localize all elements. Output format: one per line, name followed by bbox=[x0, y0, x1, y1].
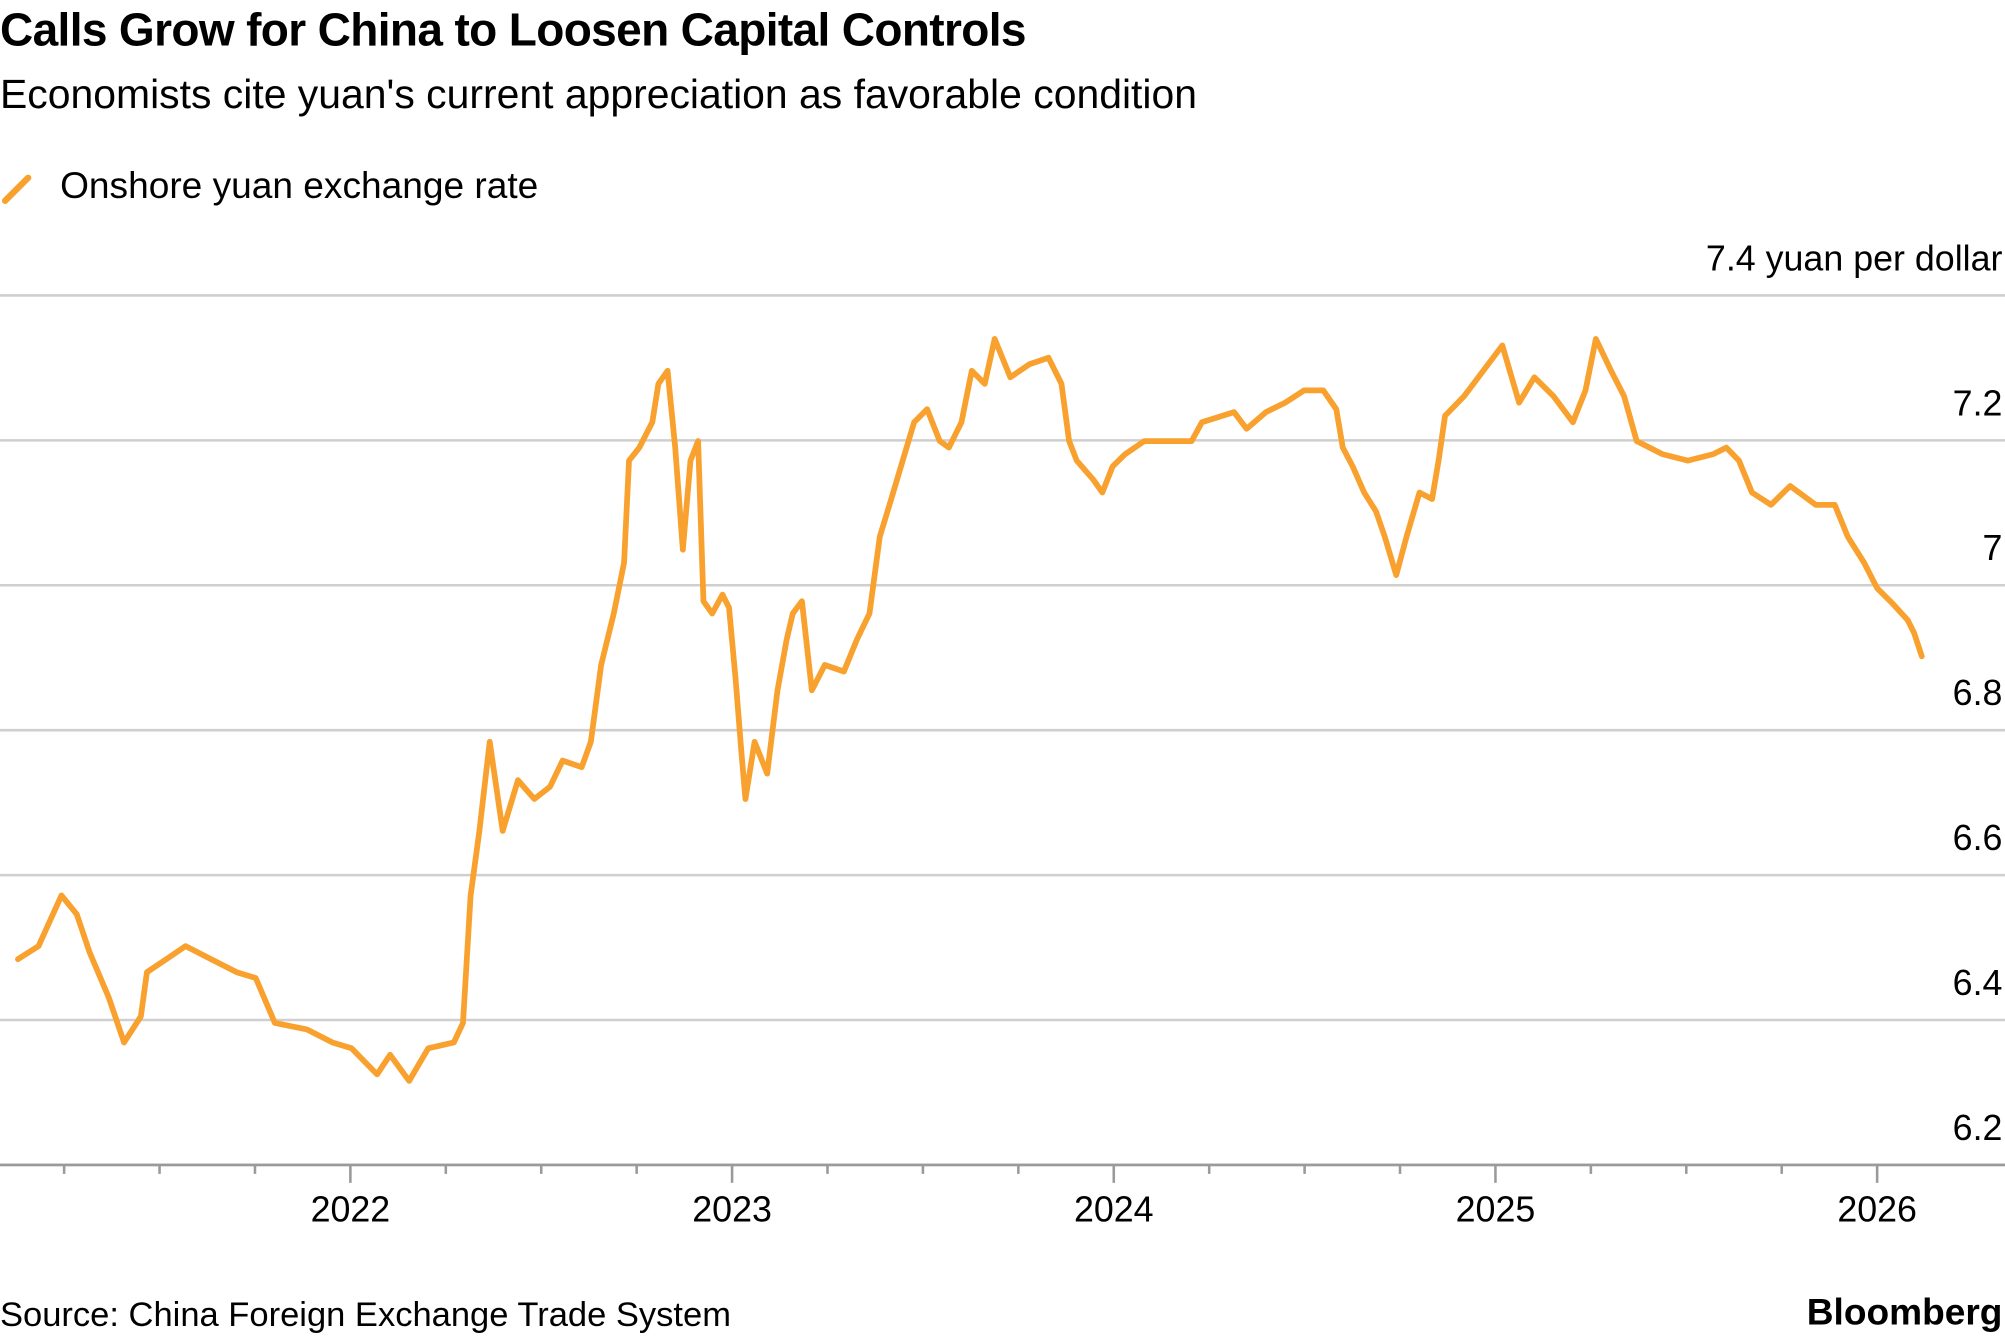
y-tick-label: 6.6 bbox=[1953, 818, 2003, 858]
y-tick-label: 6.8 bbox=[1953, 673, 2003, 713]
legend-label: Onshore yuan exchange rate bbox=[60, 164, 538, 206]
x-axis: 2022 2023 2024 2025 2026 bbox=[0, 1163, 2005, 1230]
y-tick-label: 7 bbox=[1983, 528, 2003, 568]
legend: Onshore yuan exchange rate bbox=[1, 164, 538, 206]
y-tick-label: 7.2 bbox=[1953, 383, 2003, 423]
x-tick-label: 2024 bbox=[1074, 1190, 1154, 1230]
y-tick-label: 6.2 bbox=[1953, 1108, 2003, 1148]
x-tick-label: 2025 bbox=[1456, 1190, 1536, 1230]
plot-area bbox=[15, 336, 1925, 1084]
series-line bbox=[15, 336, 1925, 1084]
grid: 6.2 6.4 6.6 6.8 7 7.2 7.4 yuan per dollar bbox=[0, 238, 2005, 1167]
x-tick-label: 2023 bbox=[692, 1190, 772, 1230]
x-tick-label: 2026 bbox=[1837, 1190, 1917, 1230]
brand: Bloomberg bbox=[1807, 1290, 2003, 1332]
y-tick-label: 6.4 bbox=[1953, 963, 2003, 1003]
x-tick-label: 2022 bbox=[311, 1190, 391, 1230]
chart-title: Calls Grow for China to Loosen Capital C… bbox=[0, 3, 1026, 55]
legend-swatch bbox=[1, 174, 32, 204]
source: Source: China Foreign Exchange Trade Sys… bbox=[0, 1296, 731, 1334]
chart-subtitle: Economists cite yuan's current appreciat… bbox=[0, 71, 1197, 117]
y-tick-label: 7.4 yuan per dollar bbox=[1706, 238, 2003, 278]
